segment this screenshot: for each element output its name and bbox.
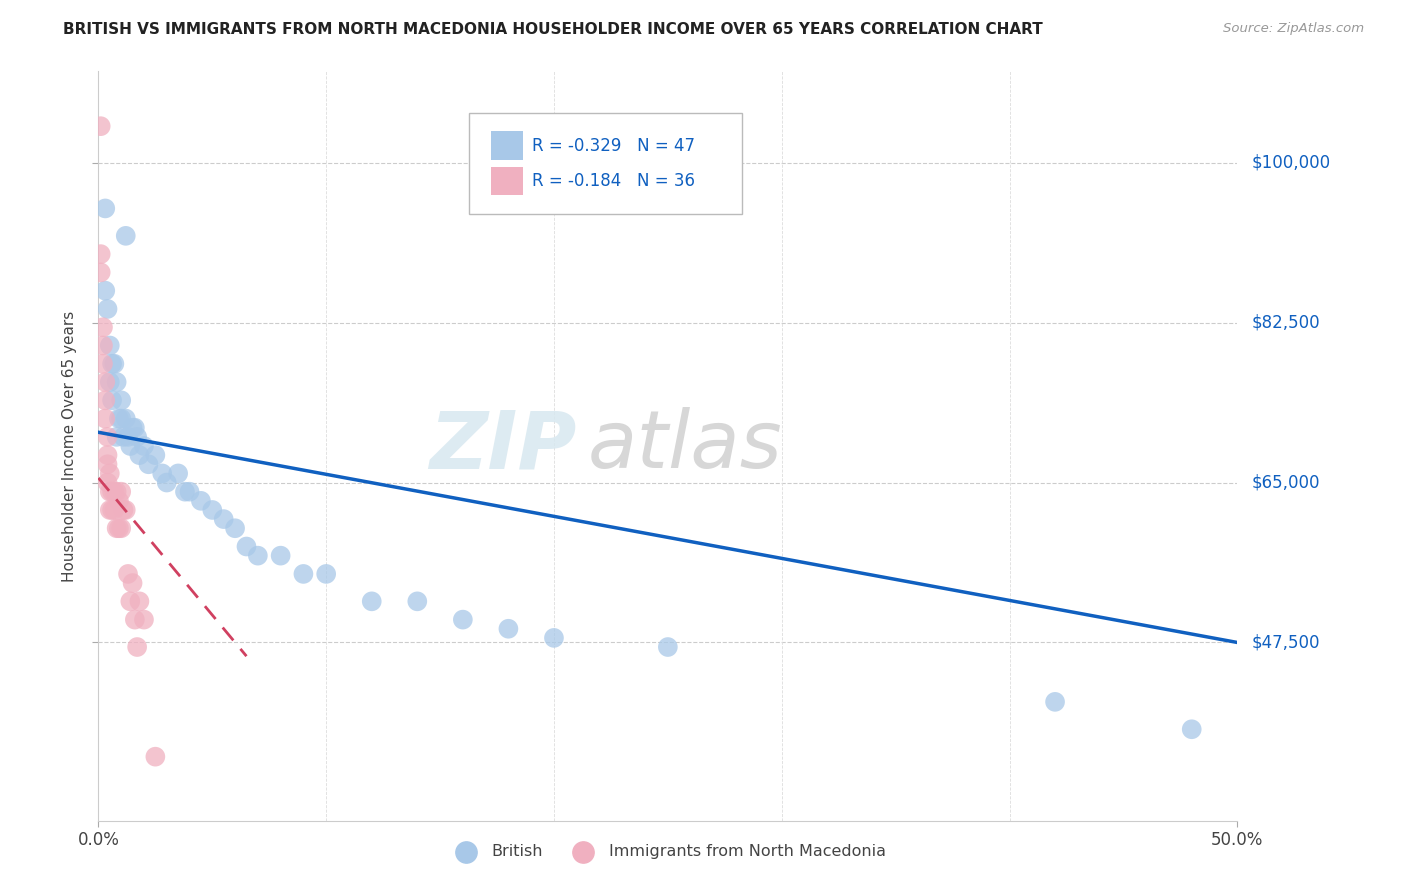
Y-axis label: Householder Income Over 65 years: Householder Income Over 65 years <box>62 310 77 582</box>
Point <box>246 549 269 563</box>
Point <box>451 613 474 627</box>
Point <box>96 448 118 462</box>
Point <box>103 357 125 371</box>
Point <box>108 411 131 425</box>
Point <box>120 594 142 608</box>
Point <box>91 320 114 334</box>
Text: BRITISH VS IMMIGRANTS FROM NORTH MACEDONIA HOUSEHOLDER INCOME OVER 65 YEARS CORR: BRITISH VS IMMIGRANTS FROM NORTH MACEDON… <box>63 22 1043 37</box>
Point <box>96 430 118 444</box>
Point <box>98 484 121 499</box>
Point <box>128 448 150 462</box>
Point <box>145 749 167 764</box>
Point <box>96 301 118 316</box>
Point <box>120 439 142 453</box>
Text: $47,500: $47,500 <box>1251 633 1320 651</box>
Point <box>145 448 167 462</box>
Text: $65,000: $65,000 <box>1251 474 1320 491</box>
Point <box>235 540 257 554</box>
Point <box>132 439 155 453</box>
Text: ZIP: ZIP <box>429 407 576 485</box>
Point <box>101 484 124 499</box>
Point <box>105 375 128 389</box>
Point <box>201 503 224 517</box>
Point <box>124 421 146 435</box>
Point <box>498 622 520 636</box>
Point <box>91 338 114 352</box>
Point <box>94 284 117 298</box>
Point <box>110 411 132 425</box>
Point <box>121 421 143 435</box>
Point <box>270 549 292 563</box>
Point <box>167 467 190 481</box>
Text: R = -0.329   N = 47: R = -0.329 N = 47 <box>533 136 696 154</box>
Point <box>103 484 125 499</box>
Point <box>105 484 128 499</box>
Text: atlas: atlas <box>588 407 783 485</box>
Point <box>96 457 118 471</box>
Point <box>101 357 124 371</box>
Point <box>114 228 136 243</box>
Point <box>110 484 132 499</box>
Point <box>90 119 112 133</box>
Point <box>110 393 132 408</box>
FancyBboxPatch shape <box>468 112 742 214</box>
Point <box>98 338 121 352</box>
Point <box>132 613 155 627</box>
Point <box>190 493 212 508</box>
Point <box>121 576 143 591</box>
Text: Source: ZipAtlas.com: Source: ZipAtlas.com <box>1223 22 1364 36</box>
Point <box>174 484 197 499</box>
Point <box>224 521 246 535</box>
Point <box>94 202 117 216</box>
Point <box>108 493 131 508</box>
Point <box>90 265 112 279</box>
Point <box>108 521 131 535</box>
Point <box>1181 723 1204 737</box>
Point <box>90 247 112 261</box>
Text: $100,000: $100,000 <box>1251 153 1330 172</box>
Point <box>127 430 149 444</box>
Point <box>110 521 132 535</box>
Point <box>98 503 121 517</box>
Point <box>105 521 128 535</box>
Point <box>543 631 565 645</box>
Point <box>101 503 124 517</box>
Point <box>105 430 128 444</box>
Point <box>1043 695 1066 709</box>
Point <box>94 375 117 389</box>
Point <box>94 393 117 408</box>
Point <box>406 594 429 608</box>
Point <box>117 566 139 581</box>
Point <box>94 411 117 425</box>
Point <box>98 375 121 389</box>
Point <box>150 467 173 481</box>
Point <box>98 467 121 481</box>
Point <box>156 475 179 490</box>
Point <box>103 503 125 517</box>
Point <box>138 457 160 471</box>
Point <box>657 640 679 654</box>
Point <box>114 411 136 425</box>
Point <box>112 430 135 444</box>
Text: R = -0.184   N = 36: R = -0.184 N = 36 <box>533 172 696 190</box>
Point <box>101 393 124 408</box>
Point <box>114 503 136 517</box>
FancyBboxPatch shape <box>491 131 523 160</box>
Text: $82,500: $82,500 <box>1251 314 1320 332</box>
Point <box>91 357 114 371</box>
Legend: British, Immigrants from North Macedonia: British, Immigrants from North Macedonia <box>444 838 891 865</box>
Point <box>112 503 135 517</box>
FancyBboxPatch shape <box>491 167 523 195</box>
Point <box>360 594 382 608</box>
Point <box>127 640 149 654</box>
Point <box>315 566 337 581</box>
Point <box>292 566 315 581</box>
Point <box>179 484 201 499</box>
Point <box>212 512 235 526</box>
Point <box>124 613 146 627</box>
Point <box>96 475 118 490</box>
Point <box>117 430 139 444</box>
Point <box>128 594 150 608</box>
